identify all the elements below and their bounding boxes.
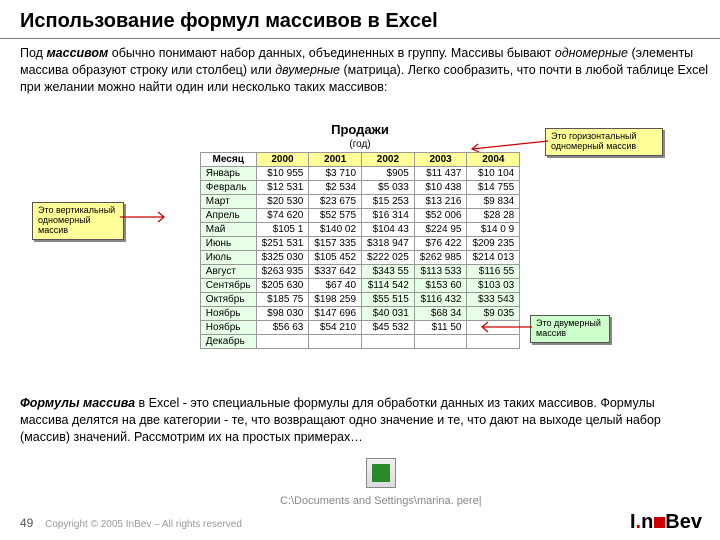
logo-square-icon bbox=[654, 517, 665, 528]
arrow-horizontal bbox=[470, 135, 550, 153]
callout-matrix-array: Это двумерный массив bbox=[530, 315, 610, 343]
logo-n: n bbox=[641, 511, 653, 533]
logo-bev: Bev bbox=[665, 511, 702, 533]
intro-1b: массивом bbox=[46, 46, 108, 60]
page-number: 49 bbox=[20, 516, 33, 530]
copyright-text: Copyright © 2005 InBev – All rights rese… bbox=[45, 519, 242, 530]
page-title: Использование формул массивов в Excel bbox=[20, 10, 438, 33]
intro-1d: одномерные bbox=[555, 46, 628, 60]
arrow-vertical bbox=[118, 210, 168, 224]
file-attachment[interactable]: C:\Documents and Settings\marina. pere| bbox=[280, 458, 482, 507]
intro-text: Под массивом обычно понимают набор данны… bbox=[20, 45, 710, 96]
sales-table: Месяц20002001200220032004Январь$10 955$3… bbox=[200, 152, 520, 349]
outro-text: Формулы массива в Excel - это специальны… bbox=[20, 395, 705, 446]
excel-file-icon bbox=[366, 458, 396, 488]
intro-1a: Под bbox=[20, 46, 46, 60]
title-underline bbox=[0, 38, 720, 39]
file-path-label: C:\Documents and Settings\marina. pere| bbox=[280, 495, 482, 507]
inbev-logo: I.nBev bbox=[630, 511, 702, 534]
callout-horizontal-array: Это горизонтальный одномерный массив bbox=[545, 128, 663, 156]
arrow-matrix bbox=[480, 320, 535, 334]
outro-1a: Формулы массива bbox=[20, 396, 135, 410]
callout-vertical-array: Это вертикальный одномерный массив bbox=[32, 202, 124, 240]
intro-1f: двумерные bbox=[275, 63, 340, 77]
intro-1c: обычно понимают набор данных, объединенн… bbox=[108, 46, 555, 60]
